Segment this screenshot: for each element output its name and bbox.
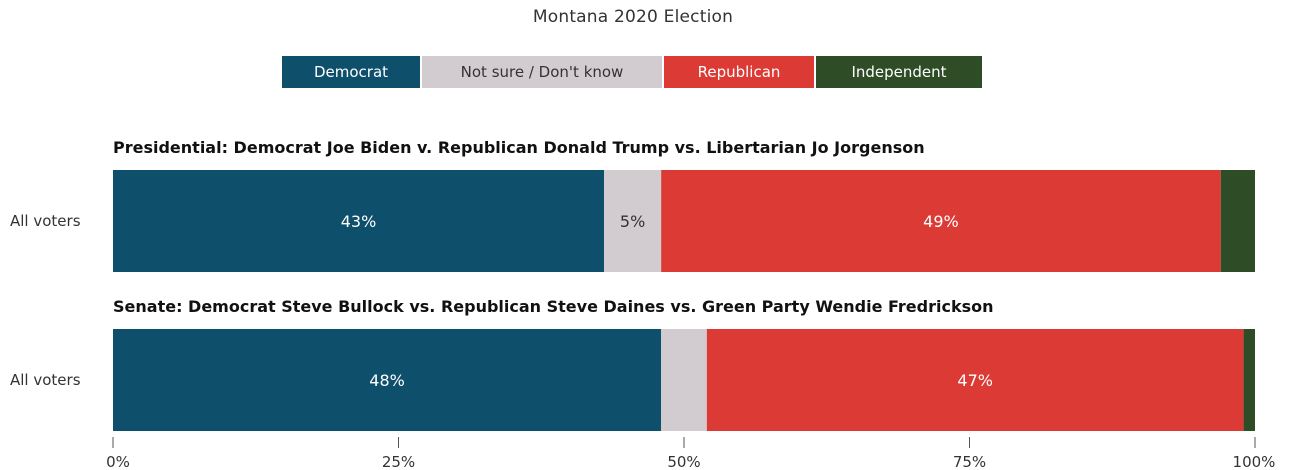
x-tick-label: 25% xyxy=(382,453,415,470)
data-label: 5% xyxy=(620,212,645,231)
x-tick-label: 100% xyxy=(1233,453,1276,470)
category-label: All voters xyxy=(10,212,81,230)
category-label: All voters xyxy=(10,371,81,389)
x-tick-label: 0% xyxy=(106,453,130,470)
x-tick-label: 75% xyxy=(953,453,986,470)
panel-title: Senate: Democrat Steve Bullock vs. Repub… xyxy=(113,297,994,316)
x-tick-label: 50% xyxy=(667,453,700,470)
data-label: 49% xyxy=(923,212,959,231)
bar-segment-independent xyxy=(1220,170,1255,272)
legend-item-independent: Independent xyxy=(816,56,982,88)
bar-segment-republican xyxy=(661,170,1221,272)
chart-legend: Democrat Not sure / Don't know Republican I… xyxy=(282,56,984,88)
bar-segment-not-sure-don-t-know xyxy=(661,329,707,431)
bar-segment-democrat xyxy=(113,329,662,431)
data-label: 47% xyxy=(957,371,993,390)
panel-title: Presidential: Democrat Joe Biden v. Repu… xyxy=(113,138,925,157)
bar-segment-independent xyxy=(1243,329,1255,431)
data-label: 43% xyxy=(341,212,377,231)
legend-item-democrat: Democrat xyxy=(282,56,420,88)
bar-segment-republican xyxy=(706,329,1244,431)
bar-segment-democrat xyxy=(113,170,605,272)
chart-title: Montana 2020 Election xyxy=(532,7,734,27)
data-label: 48% xyxy=(369,371,405,390)
legend-item-republican: Republican xyxy=(664,56,814,88)
legend-item-not-sure-don-t-know: Not sure / Don't know xyxy=(422,56,662,88)
bar-segment-not-sure-don-t-know xyxy=(604,170,662,272)
